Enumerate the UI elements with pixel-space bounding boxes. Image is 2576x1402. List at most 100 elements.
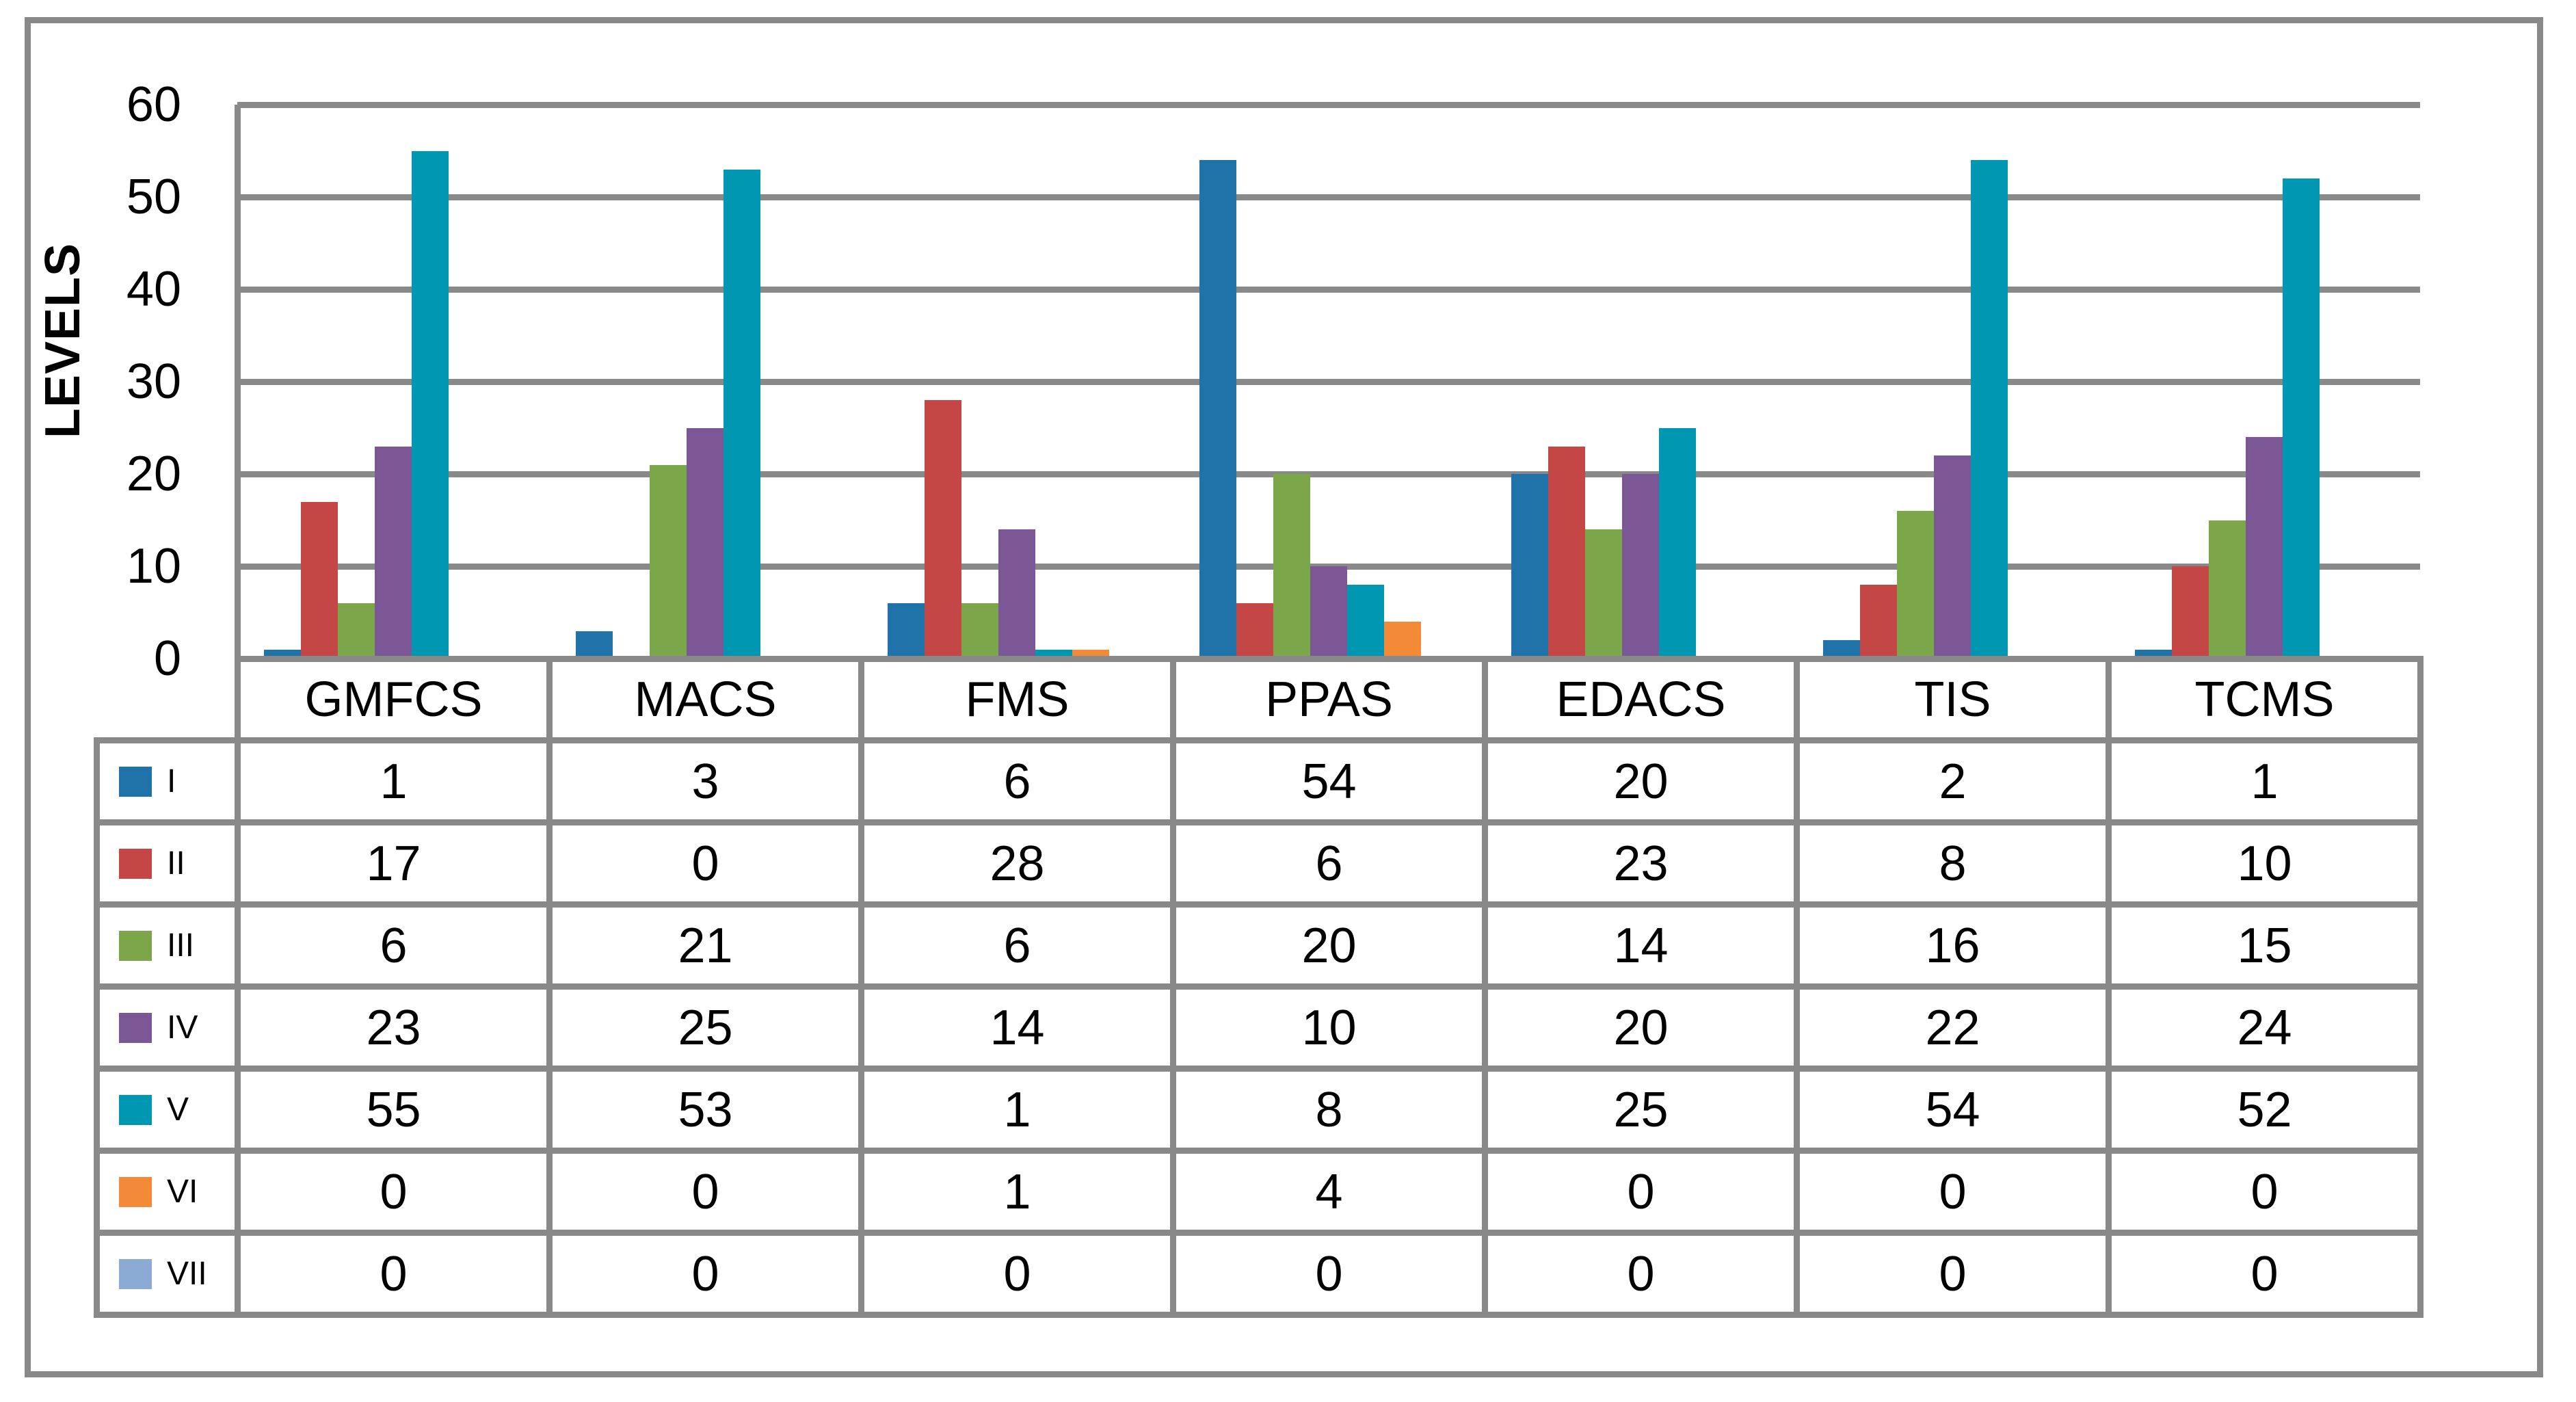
bar-edacs-iv — [1622, 474, 1659, 659]
table-value-tis-ii: 8 — [1794, 819, 2112, 908]
table-header-ppas: PPAS — [1170, 656, 1488, 743]
table-value-tis-i: 2 — [1794, 737, 2112, 825]
bar-ppas-iii — [1273, 474, 1310, 659]
table-value-gmfcs-vi: 0 — [235, 1148, 553, 1236]
table-value-gmfcs-vii: 0 — [235, 1230, 553, 1318]
table-value-tis-iv: 22 — [1794, 983, 2112, 1072]
table-value-fms-vii: 0 — [858, 1230, 1176, 1318]
table-value-macs-iv: 25 — [546, 983, 864, 1072]
bar-tis-iv — [1934, 455, 1971, 659]
bar-tis-ii — [1860, 585, 1897, 659]
legend-label-iii: III — [167, 927, 195, 964]
bar-edacs-i — [1511, 474, 1548, 659]
table-value-macs-v: 53 — [546, 1066, 864, 1154]
y-tick-label: 20 — [126, 447, 181, 501]
table-value-gmfcs-iii: 6 — [235, 901, 553, 990]
table-value-fms-iv: 14 — [858, 983, 1176, 1072]
table-value-macs-vii: 0 — [546, 1230, 864, 1318]
legend-cell-iii: III — [94, 901, 241, 990]
bar-tcms-ii — [2172, 566, 2209, 659]
table-row-v: V 55 53 1 8 25 54 52 — [94, 1066, 2424, 1154]
table-value-ppas-iv: 10 — [1170, 983, 1488, 1072]
gridline — [237, 471, 2420, 477]
table-row-i: I 1 3 6 54 20 2 1 — [94, 737, 2424, 825]
table-value-macs-i: 3 — [546, 737, 864, 825]
table-value-tis-iii: 16 — [1794, 901, 2112, 990]
bar-gmfcs-ii — [301, 501, 338, 659]
table-value-gmfcs-iv: 23 — [235, 983, 553, 1072]
table-header-edacs: EDACS — [1482, 656, 1800, 743]
table-value-edacs-v: 25 — [1482, 1066, 1800, 1154]
bar-tcms-v — [2283, 178, 2320, 659]
table-header-macs: MACS — [546, 656, 864, 743]
table-value-tcms-v: 52 — [2106, 1066, 2424, 1154]
table-value-ppas-ii: 6 — [1170, 819, 1488, 908]
legend-cell-iv: IV — [94, 983, 241, 1072]
bar-macs-iii — [650, 464, 687, 659]
table-row-vi: VI 0 0 1 4 0 0 0 — [94, 1148, 2424, 1236]
table-row-ii: II 17 0 28 6 23 8 10 — [94, 819, 2424, 908]
bar-macs-v — [723, 169, 760, 659]
legend-swatch-iv — [119, 1012, 152, 1043]
y-tick-label: 0 — [153, 631, 181, 686]
legend-label-iv: IV — [167, 1009, 198, 1046]
bar-edacs-iii — [1585, 529, 1622, 659]
plot-area — [237, 101, 2420, 659]
y-tick-label: 60 — [126, 77, 181, 132]
legend-entry: IV — [100, 1011, 235, 1044]
legend-swatch-vi — [119, 1176, 152, 1207]
table-row-vii: VII 0 0 0 0 0 0 0 — [94, 1230, 2424, 1318]
table-value-tcms-ii: 10 — [2106, 819, 2424, 908]
legend-entry: II — [100, 847, 235, 880]
legend-swatch-iii — [119, 930, 152, 961]
legend-entry: I — [100, 765, 235, 798]
table-value-fms-vi: 1 — [858, 1148, 1176, 1236]
bar-ppas-ii — [1236, 603, 1273, 659]
bar-macs-i — [576, 631, 613, 659]
bar-tis-i — [1823, 640, 1860, 659]
bar-tcms-i — [2135, 649, 2172, 659]
bar-fms-iii — [961, 603, 998, 659]
legend-swatch-vii — [119, 1258, 152, 1289]
table-value-tis-vi: 0 — [1794, 1148, 2112, 1236]
bar-edacs-ii — [1548, 446, 1585, 659]
table-value-macs-iii: 21 — [546, 901, 864, 990]
legend-cell-ii: II — [94, 819, 241, 908]
data-table: GMFCS MACS FMS PPAS EDACS TIS TCMS I 1 3 6 54 20 2 1 II… — [94, 656, 2424, 1318]
table-value-ppas-vii: 0 — [1170, 1230, 1488, 1318]
bar-fms-vi — [1072, 649, 1109, 659]
table-header-tis: TIS — [1794, 656, 2112, 743]
table-row-iii: III 6 21 6 20 14 16 15 — [94, 901, 2424, 990]
bar-tcms-iv — [2246, 437, 2283, 659]
bar-ppas-iv — [1310, 566, 1347, 659]
bar-fms-v — [1035, 649, 1072, 659]
legend-label-ii: II — [167, 845, 185, 882]
bar-macs-iv — [687, 427, 723, 659]
table-value-gmfcs-i: 1 — [235, 737, 553, 825]
legend-swatch-v — [119, 1094, 152, 1125]
bar-gmfcs-i — [264, 649, 301, 659]
table-value-edacs-iii: 14 — [1482, 901, 1800, 990]
y-tick-label: 30 — [126, 354, 181, 409]
table-value-ppas-i: 54 — [1170, 737, 1488, 825]
table-value-tis-vii: 0 — [1794, 1230, 2112, 1318]
bar-ppas-v — [1347, 585, 1384, 659]
table-value-ppas-v: 8 — [1170, 1066, 1488, 1154]
table-value-ppas-iii: 20 — [1170, 901, 1488, 990]
legend-entry: VII — [100, 1257, 235, 1291]
y-tick-label: 40 — [126, 262, 181, 317]
table-header-tcms: TCMS — [2106, 656, 2424, 743]
table-header-gmfcs: GMFCS — [235, 656, 553, 743]
legend-cell-i: I — [94, 737, 241, 825]
gridline — [237, 378, 2420, 385]
table-value-edacs-ii: 23 — [1482, 819, 1800, 908]
bar-fms-i — [888, 603, 925, 659]
table-value-tcms-i: 1 — [2106, 737, 2424, 825]
bar-ppas-i — [1199, 160, 1236, 659]
bar-tcms-iii — [2209, 520, 2246, 659]
y-tick-label: 50 — [126, 170, 181, 224]
table-value-tcms-iii: 15 — [2106, 901, 2424, 990]
table-value-tcms-vi: 0 — [2106, 1148, 2424, 1236]
legend-label-v: V — [167, 1091, 189, 1128]
